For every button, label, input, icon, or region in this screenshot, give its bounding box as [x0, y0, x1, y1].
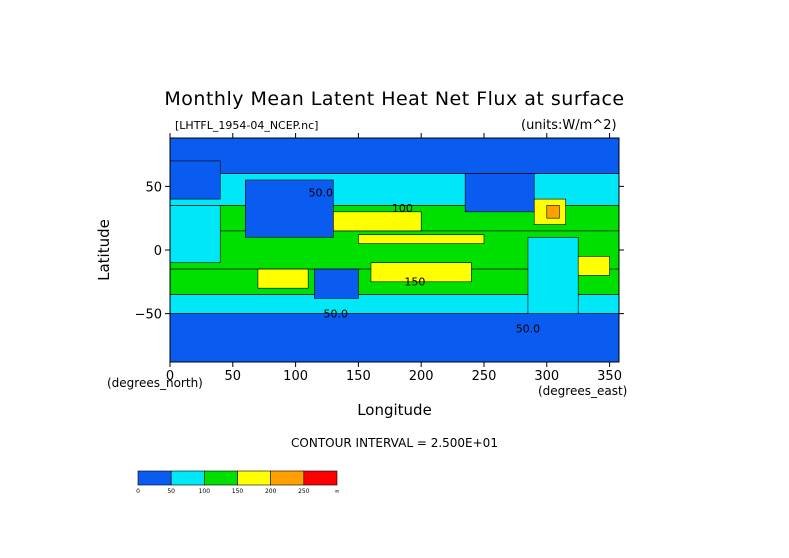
heat-zone-19	[314, 268, 359, 299]
x-tick-label-0: 0	[166, 369, 174, 384]
colorbar-segment-4	[270, 470, 305, 486]
heat-zone-15	[245, 179, 334, 238]
x-axis-label: Longitude	[357, 401, 432, 419]
heat-zone-14	[169, 160, 221, 200]
chart-title: Monthly Mean Latent Heat Net Flux at sur…	[164, 88, 625, 110]
heat-zone-17	[464, 173, 535, 213]
y-axis-label: Latitude	[95, 219, 113, 281]
colorbar-label-4: 200	[265, 488, 277, 495]
colorbar-label-3: 150	[232, 488, 244, 495]
y-unit-label: (degrees_north)	[107, 376, 203, 390]
contour-label-2: 150	[404, 276, 425, 289]
y-tick-label-50: 50	[145, 180, 162, 195]
colorbar-segment-5	[303, 470, 338, 486]
colorbar-label-1: 50	[167, 488, 175, 495]
contour-interval: CONTOUR INTERVAL = 2.500E+01	[291, 436, 498, 450]
heat-zone-18	[527, 236, 579, 314]
colorbar-label-5: 250	[298, 488, 310, 495]
x-tick-label-250: 250	[472, 369, 497, 384]
contour-label-1: 100	[392, 202, 413, 215]
x-unit-label: (degrees_east)	[538, 384, 628, 398]
contour-label-3: 50.0	[324, 307, 349, 320]
contour-label-0: 50.0	[308, 187, 333, 200]
x-tick-label-350: 350	[597, 369, 622, 384]
heat-zone-0	[169, 137, 620, 174]
x-tick-label-300: 300	[534, 369, 559, 384]
colorbar-label-6: ∞	[335, 488, 340, 495]
colorbar-label-0: 0	[136, 488, 140, 495]
x-tick-label-100: 100	[283, 369, 308, 384]
y-tick-label-0: 0	[154, 244, 162, 259]
heat-zone-6	[169, 313, 620, 363]
x-tick-label-150: 150	[346, 369, 371, 384]
colorbar-segment-1	[170, 470, 205, 486]
contour-label-4: 50.0	[516, 323, 541, 336]
units-label: (units:W/m^2)	[521, 118, 617, 133]
colorbar-label-2: 100	[199, 488, 211, 495]
x-tick-label-50: 50	[225, 369, 242, 384]
heat-zone-12	[546, 205, 560, 219]
colorbar-segment-2	[204, 470, 238, 486]
heat-zone-9	[257, 268, 309, 289]
heat-zone-13	[577, 256, 610, 276]
heat-zone-8	[358, 234, 485, 244]
heat-zone-16	[169, 205, 221, 264]
file-label: [LHTFL_1954-04_NCEP.nc]	[175, 119, 319, 132]
heat-zone-10	[370, 262, 472, 283]
colorbar-segment-3	[237, 470, 271, 486]
colorbar-segment-0	[137, 470, 172, 486]
y-tick-label--50: −50	[135, 308, 162, 323]
x-tick-label-200: 200	[409, 369, 434, 384]
